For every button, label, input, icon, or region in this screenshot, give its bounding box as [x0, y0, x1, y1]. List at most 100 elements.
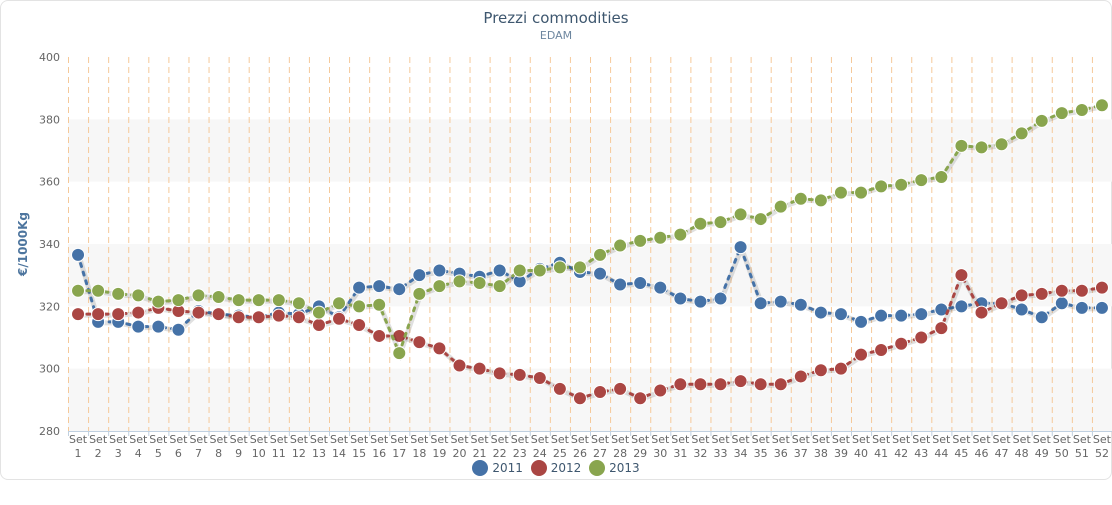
x-tick-label: 30	[653, 447, 667, 460]
data-point-2011	[954, 299, 969, 314]
data-point-2013	[211, 289, 226, 304]
data-point-2012	[1054, 283, 1069, 298]
x-tick-prefix: Set	[1033, 433, 1052, 446]
data-point-2012	[994, 296, 1009, 311]
x-tick-prefix: Set	[270, 433, 289, 446]
x-tick-prefix: Set	[551, 433, 570, 446]
x-tick-label: 10	[252, 447, 266, 460]
data-point-2013	[251, 293, 266, 308]
data-point-2013	[311, 305, 326, 320]
legend-item-2013[interactable]: 2013	[589, 460, 640, 476]
data-point-2012	[733, 374, 748, 389]
data-point-2013	[171, 293, 186, 308]
x-tick-prefix: Set	[671, 433, 690, 446]
data-point-2013	[412, 286, 427, 301]
data-point-2012	[894, 336, 909, 351]
x-tick-prefix: Set	[109, 433, 128, 446]
x-tick-prefix: Set	[1013, 433, 1032, 446]
x-tick-label: 1	[75, 447, 82, 460]
data-point-2012	[914, 330, 929, 345]
data-point-2011	[151, 319, 166, 334]
data-point-2011	[793, 297, 808, 312]
x-tick-prefix: Set	[571, 433, 590, 446]
x-tick-label: 41	[874, 447, 888, 460]
x-tick-prefix: Set	[330, 433, 349, 446]
x-tick-prefix: Set	[89, 433, 108, 446]
data-point-2013	[572, 260, 587, 275]
x-tick-label: 18	[412, 447, 426, 460]
data-point-2013	[894, 177, 909, 192]
data-point-2013	[71, 283, 86, 298]
chart-title: Prezzi commodities	[483, 9, 629, 27]
data-point-2013	[432, 279, 447, 294]
data-point-2013	[653, 230, 668, 245]
data-point-2012	[472, 361, 487, 376]
data-point-2012	[954, 268, 969, 283]
data-point-2011	[914, 307, 929, 322]
x-tick-label: 47	[995, 447, 1009, 460]
x-tick-label: 37	[794, 447, 808, 460]
data-point-2012	[693, 377, 708, 392]
x-tick-prefix: Set	[430, 433, 449, 446]
x-tick-prefix: Set	[591, 433, 610, 446]
x-tick-prefix: Set	[370, 433, 389, 446]
data-point-2013	[1034, 113, 1049, 128]
data-point-2012	[111, 307, 126, 322]
data-point-2012	[271, 308, 286, 323]
x-tick-label: 16	[372, 447, 386, 460]
data-point-2013	[552, 260, 567, 275]
data-point-2013	[492, 279, 507, 294]
x-tick-label: 17	[392, 447, 406, 460]
x-tick-label: 4	[135, 447, 142, 460]
x-tick-prefix: Set	[952, 433, 971, 446]
x-tick-label: 38	[814, 447, 828, 460]
x-tick-label: 52	[1095, 447, 1109, 460]
data-point-2013	[1094, 98, 1109, 113]
x-tick-prefix: Set	[390, 433, 409, 446]
data-point-2013	[151, 294, 166, 309]
data-point-2013	[693, 216, 708, 231]
x-tick-prefix: Set	[310, 433, 329, 446]
data-point-2011	[833, 307, 848, 322]
data-point-2011	[412, 268, 427, 283]
data-point-2012	[532, 371, 547, 386]
data-point-2012	[352, 318, 367, 333]
x-tick-prefix: Set	[772, 433, 791, 446]
data-point-2012	[613, 381, 628, 396]
data-point-2011	[492, 263, 507, 278]
x-tick-label: 50	[1055, 447, 1069, 460]
x-tick-label: 12	[292, 447, 306, 460]
x-tick-prefix: Set	[611, 433, 630, 446]
x-tick-label: 49	[1035, 447, 1049, 460]
data-point-2012	[874, 342, 889, 357]
legend-label-2012: 2012	[550, 461, 582, 475]
x-tick-prefix: Set	[250, 433, 269, 446]
x-tick-prefix: Set	[511, 433, 530, 446]
x-tick-label: 28	[613, 447, 627, 460]
data-point-2013	[291, 296, 306, 311]
x-tick-label: 3	[115, 447, 122, 460]
x-tick-prefix: Set	[1053, 433, 1072, 446]
data-point-2012	[974, 305, 989, 320]
data-point-2011	[171, 322, 186, 337]
data-point-2012	[793, 369, 808, 384]
data-point-2012	[673, 377, 688, 392]
x-tick-label: 24	[533, 447, 547, 460]
y-tick-label: 340	[39, 238, 60, 251]
data-point-2012	[492, 366, 507, 381]
data-point-2011	[392, 282, 407, 297]
legend-item-2011[interactable]: 2011	[472, 460, 523, 476]
data-point-2012	[291, 310, 306, 325]
data-point-2012	[211, 307, 226, 322]
x-tick-prefix: Set	[972, 433, 991, 446]
data-point-2012	[311, 318, 326, 333]
x-tick-label: 21	[473, 447, 487, 460]
series-line-2013	[76, 103, 1104, 358]
x-tick-prefix: Set	[531, 433, 550, 446]
x-tick-prefix: Set	[350, 433, 369, 446]
data-point-2012	[593, 385, 608, 400]
legend-item-2012[interactable]: 2012	[530, 460, 582, 476]
legend: 2011 2012 2013	[0, 460, 1112, 476]
data-point-2012	[753, 377, 768, 392]
data-point-2012	[432, 341, 447, 356]
